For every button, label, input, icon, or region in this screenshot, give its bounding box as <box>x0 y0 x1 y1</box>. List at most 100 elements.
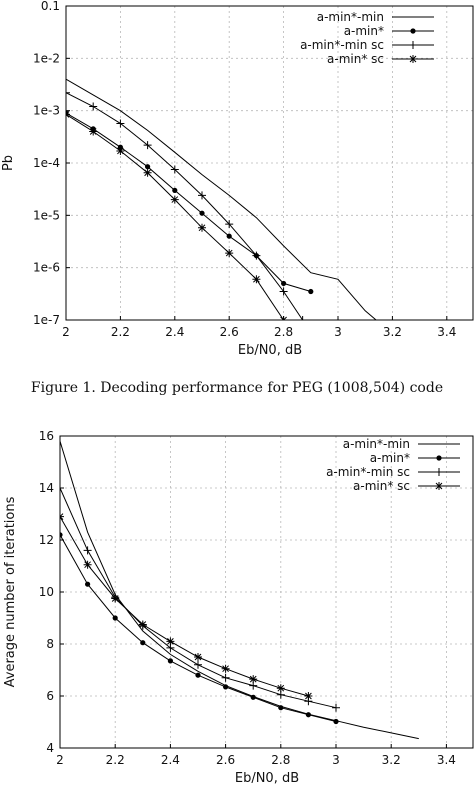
legend-label-a-minstar: a-min* <box>344 24 384 38</box>
y-axis-label: Pb <box>1 155 16 171</box>
legend-marker-a-minstar-min-sc <box>435 468 443 476</box>
data-point-a-minstar-min-sc <box>89 102 98 111</box>
data-point-a-minstar <box>281 280 287 287</box>
data-point-a-minstar-min-sc <box>221 673 230 682</box>
x-tick-label: 2 <box>56 753 64 767</box>
series-line-a-minstar-min-sc <box>66 92 304 320</box>
data-point-a-minstar-sc <box>66 110 70 119</box>
plot-frame <box>65 5 474 321</box>
data-point-a-minstar-min-sc <box>66 88 70 97</box>
legend-marker-a-minstar <box>436 455 442 461</box>
legend-label-a-minstar-min-sc: a-min*-min sc <box>300 38 384 52</box>
x-tick-label: 2.8 <box>274 325 293 339</box>
data-point-a-minstar-min-sc <box>116 119 125 128</box>
legend-label-a-minstar-min-sc: a-min*-min sc <box>326 465 410 479</box>
chart-bit-error-rate: 2 2.2 2.4 2.6 2.8 3 3.2 3.4 0.1 1e-2 1e-3 1e-4 1e-5 1… <box>1 0 474 358</box>
x-tick-label: 2.4 <box>161 753 180 767</box>
legend-marker-a-minstar <box>410 28 416 34</box>
x-axis-label: Eb/N0, dB <box>235 771 299 786</box>
legend-label-a-minstar: a-min* <box>370 451 410 465</box>
x-tick-label: 2.2 <box>111 325 130 339</box>
data-point-a-minstar-min-sc <box>143 141 152 150</box>
x-tick-label: 3.4 <box>437 753 456 767</box>
y-tick-label: 1e-7 <box>33 313 60 327</box>
data-point-a-minstar-sc <box>170 195 179 204</box>
chart-average-iterations: 2 2.2 2.4 2.6 2.8 3 3.2 3.4 4 6 8 10 12 14 16 Eb/N0, dB… <box>3 429 474 786</box>
data-point-a-minstar <box>112 615 118 621</box>
data-point-a-minstar <box>145 164 151 170</box>
y-tick-label: 4 <box>46 741 54 755</box>
data-point-a-minstar-sc <box>60 512 64 521</box>
data-point-a-minstar-min-sc <box>83 546 92 555</box>
x-tick-label: 2.4 <box>165 325 184 339</box>
x-axis-label: Eb/N0, dB <box>238 343 302 358</box>
y-tick-label: 8 <box>46 637 54 651</box>
legend-label-a-minstar-sc: a-min* sc <box>353 479 410 493</box>
data-point-a-minstar <box>305 712 311 718</box>
y-tick-label: 6 <box>46 689 54 703</box>
series-line-a-minstar-min <box>60 441 419 740</box>
x-tick-label: 3 <box>334 325 342 339</box>
series-line-a-minstar-sc <box>60 516 309 697</box>
x-tick-label: 3.4 <box>437 325 456 339</box>
y-tick-label: 10 <box>39 585 54 599</box>
data-point-a-minstar-sc <box>304 692 313 700</box>
data-point-a-minstar-min-sc <box>332 703 340 712</box>
series-line-a-minstar <box>66 112 311 292</box>
y-tick-label: 0.1 <box>41 0 60 13</box>
y-tick-label: 1e-4 <box>33 156 60 170</box>
x-tick-label: 2.8 <box>271 753 290 767</box>
data-point-a-minstar-sc <box>225 249 234 258</box>
data-point-a-minstar-sc <box>166 637 175 646</box>
x-tick-label: 2 <box>62 325 70 339</box>
data-point-a-minstar <box>85 581 91 587</box>
data-point-a-minstar-sc <box>249 675 258 684</box>
data-point-a-minstar-min-sc <box>298 316 307 320</box>
data-point-a-minstar-sc <box>143 168 152 177</box>
y-tick-label: 1e-3 <box>33 104 60 118</box>
data-point-a-minstar-min-sc <box>225 220 234 229</box>
data-point-a-minstar-sc <box>276 684 285 693</box>
legend-marker-a-minstar-sc <box>409 55 417 63</box>
y-tick-label: 1e-2 <box>33 51 60 65</box>
data-point-a-minstar <box>60 532 63 538</box>
data-point-a-minstar <box>226 233 232 239</box>
data-point-a-minstar-min-sc <box>60 484 64 492</box>
data-point-a-minstar <box>199 210 205 216</box>
x-tick-label: 3 <box>332 753 340 767</box>
data-point-a-minstar-sc <box>89 127 98 136</box>
data-point-a-minstar <box>278 705 284 711</box>
data-point-a-minstar <box>250 694 256 700</box>
y-tick-label: 14 <box>39 481 54 495</box>
data-point-a-minstar-min-sc <box>252 251 261 260</box>
x-tick-label: 2.2 <box>106 753 125 767</box>
data-point-a-minstar-min-sc <box>279 287 288 296</box>
y-axis-label: Average number of iterations <box>3 496 18 687</box>
data-point-a-minstar-sc <box>111 594 120 603</box>
data-point-a-minstar-min-sc <box>198 191 206 200</box>
data-point-a-minstar-sc <box>198 223 206 232</box>
data-point-a-minstar <box>195 672 201 678</box>
legend-marker-a-minstar-sc <box>435 482 443 490</box>
data-point-a-minstar <box>223 684 229 690</box>
data-point-a-minstar <box>172 187 178 193</box>
data-point-a-minstar-sc <box>221 664 230 673</box>
x-tick-label: 2.6 <box>216 753 235 767</box>
data-point-a-minstar-min-sc <box>170 165 179 174</box>
data-point-a-minstar-sc <box>116 146 125 155</box>
data-point-a-minstar-sc <box>138 620 147 629</box>
x-tick-label: 3.2 <box>382 753 401 767</box>
x-tick-label: 3.2 <box>383 325 402 339</box>
y-tick-label: 16 <box>39 429 54 443</box>
data-point-a-minstar-sc <box>83 560 92 569</box>
y-tick-label: 1e-5 <box>33 208 60 222</box>
data-point-a-minstar-sc <box>194 653 202 661</box>
legend-marker-a-minstar-min-sc <box>409 41 417 49</box>
data-point-a-minstar <box>167 658 173 664</box>
legend-label-a-minstar-min: a-min*-min <box>343 437 410 451</box>
x-tick-label: 2.6 <box>220 325 239 339</box>
figure-1-caption: Figure 1. Decoding performance for PEG (… <box>31 380 443 396</box>
legend-label-a-minstar-min: a-min*-min <box>317 10 384 24</box>
plot-frame <box>59 435 474 749</box>
legend-label-a-minstar-sc: a-min* sc <box>327 52 384 66</box>
